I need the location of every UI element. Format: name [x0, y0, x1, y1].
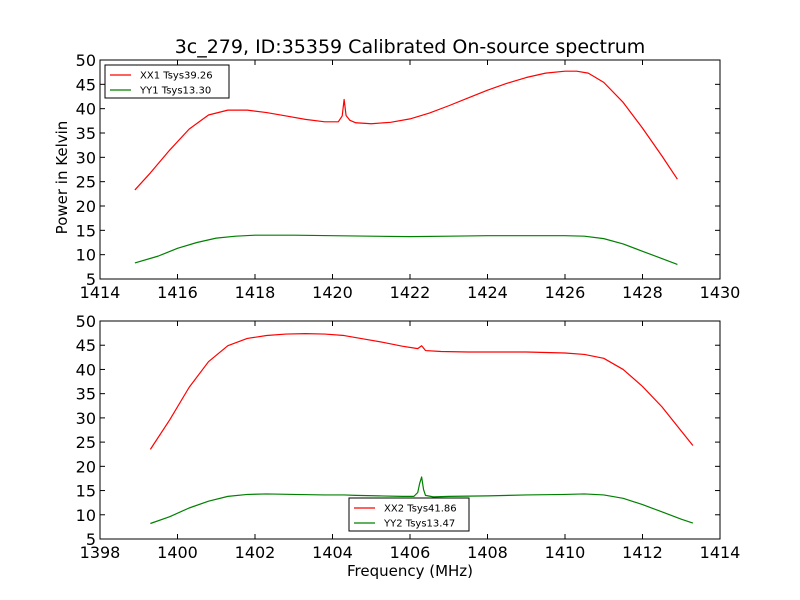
x-axis-label: Frequency (MHz)	[347, 562, 473, 580]
y-tick-label: 25	[76, 173, 96, 192]
legend: XX2 Tsys41.86 YY2 Tsys13.47	[348, 497, 470, 532]
x-tick-label: 1424	[467, 283, 508, 302]
x-tick-label: 1406	[390, 543, 431, 562]
y-tick-label: 50	[76, 51, 96, 70]
legend: XX1 Tsys39.26 YY1 Tsys13.30	[104, 64, 230, 99]
y-tick-label: 30	[76, 148, 96, 167]
x-tick-label: 1414	[700, 543, 741, 562]
y-tick-label: 40	[76, 360, 96, 379]
legend-entry: YY1 Tsys13.30	[139, 86, 211, 97]
x-tick-label: 1412	[622, 543, 663, 562]
panel-1: 1414 1416 1418 1420 1422 1424 1426 1428 1430 5 10 1…	[53, 36, 740, 302]
legend-entry: XX1 Tsys39.26	[140, 71, 213, 82]
x-tick-label: 1418	[235, 283, 276, 302]
x-tick-label: 1428	[622, 283, 663, 302]
legend-entry: XX2 Tsys41.86	[384, 504, 457, 515]
x-tick-label: 1416	[157, 283, 198, 302]
y-tick-label: 10	[76, 506, 96, 525]
y-tick-label: 30	[76, 409, 96, 428]
y-axis-label: Power in Kelvin	[53, 121, 71, 235]
x-tick-label: 1398	[80, 543, 121, 562]
series-line-2-2	[150, 476, 694, 525]
x-tick-label: 1402	[235, 543, 276, 562]
x-tick-label: 1426	[545, 283, 586, 302]
y-tick-label: 5	[86, 530, 96, 549]
y-tick-label: 35	[76, 124, 96, 143]
legend-box	[104, 64, 230, 99]
series-line-1-2	[134, 234, 678, 265]
y-tick-label: 40	[76, 100, 96, 119]
x-tick-label: 1422	[390, 283, 431, 302]
chart-title: 3c_279, ID:35359 Calibrated On-source sp…	[175, 36, 646, 58]
plot-panels: 1414 1416 1418 1420 1422 1424 1426 1428 14305101…	[53, 36, 740, 580]
y-tick-label: 15	[76, 221, 96, 240]
series-line-1-1	[134, 70, 678, 191]
legend-box	[348, 497, 470, 532]
y-tick-label: 20	[76, 197, 96, 216]
x-tick-label: 1400	[157, 543, 198, 562]
legend-entry: YY2 Tsys13.47	[383, 519, 455, 530]
y-tick-label: 15	[76, 482, 96, 501]
y-tick-label: 50	[76, 312, 96, 331]
y-tick-label: 20	[76, 457, 96, 476]
x-tick-label: 1410	[545, 543, 586, 562]
y-tick-label: 35	[76, 385, 96, 404]
x-tick-label: 1408	[467, 543, 508, 562]
x-tick-label: 1404	[312, 543, 353, 562]
x-tick-label: 1430	[700, 283, 741, 302]
y-tick-label: 5	[86, 270, 96, 289]
x-tick-label: 1414	[80, 283, 121, 302]
panel-2: 1398 1400 1402 1404 1406 1408 1410 1412 1414 5 10 1…	[76, 312, 741, 580]
y-tick-label: 45	[76, 336, 96, 355]
y-tick-label: 45	[76, 75, 96, 94]
x-tick-label: 1420	[312, 283, 353, 302]
y-tick-label: 25	[76, 433, 96, 452]
y-tick-label: 10	[76, 246, 96, 265]
series-line-2-1	[149, 333, 694, 450]
